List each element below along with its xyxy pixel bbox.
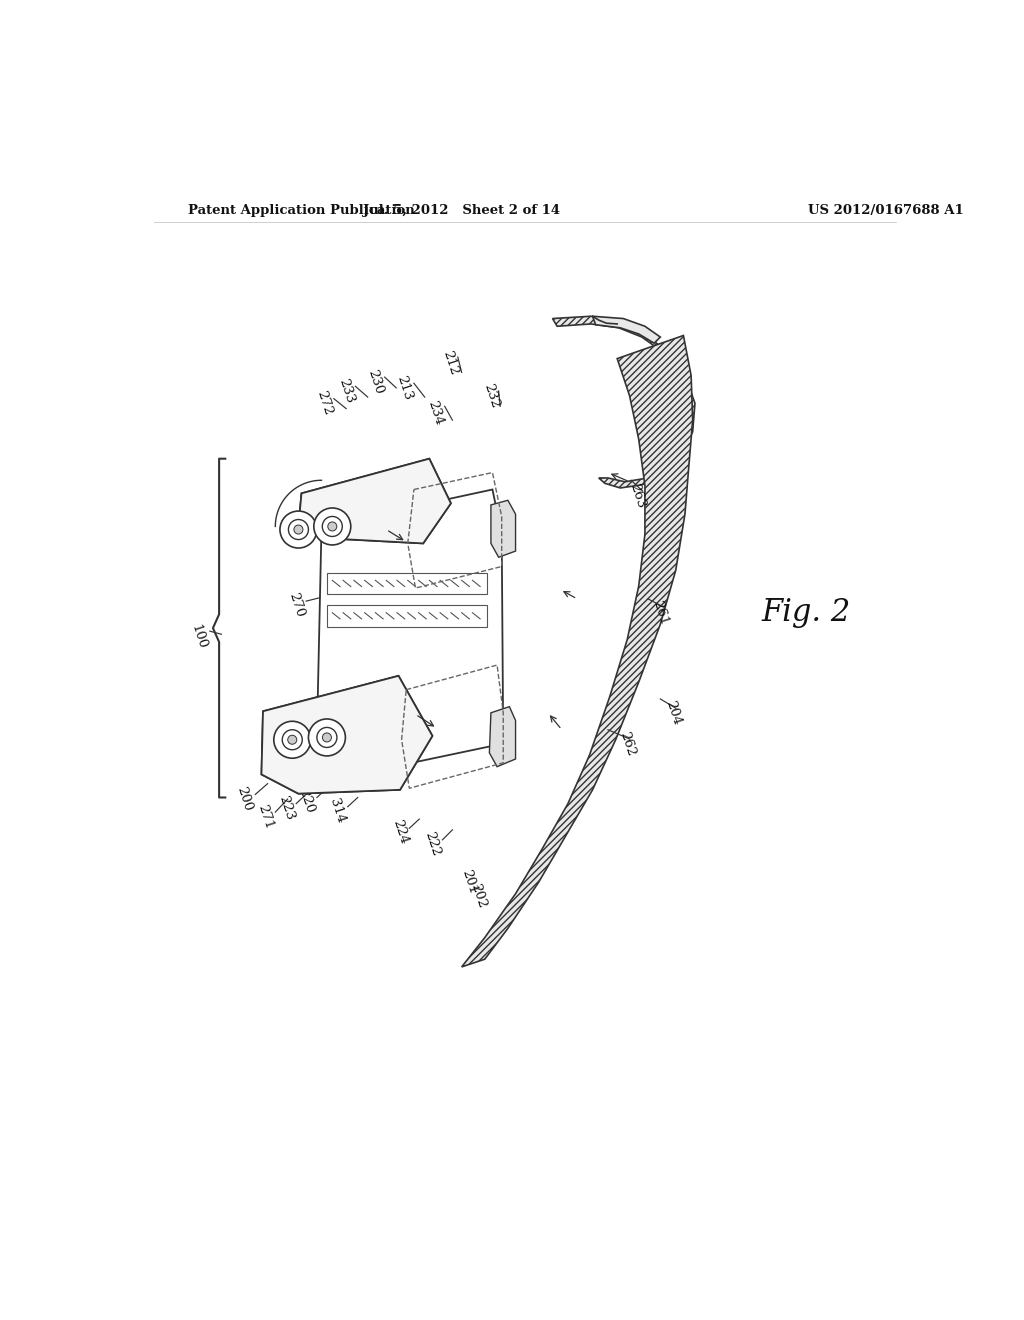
Text: 200: 200: [234, 785, 255, 813]
Text: 202: 202: [469, 882, 488, 909]
Text: 232: 232: [481, 381, 501, 409]
Text: 100: 100: [188, 623, 208, 651]
Text: 210: 210: [350, 520, 370, 548]
Text: 261: 261: [650, 599, 671, 627]
Polygon shape: [489, 706, 515, 767]
Circle shape: [294, 525, 303, 535]
Circle shape: [283, 730, 302, 750]
Polygon shape: [261, 676, 432, 793]
Text: 272: 272: [314, 389, 335, 417]
Polygon shape: [298, 459, 451, 544]
Circle shape: [328, 521, 337, 531]
Text: 223: 223: [276, 795, 296, 822]
Circle shape: [308, 719, 345, 756]
Text: 263: 263: [627, 482, 647, 510]
Text: 213: 213: [394, 374, 414, 401]
Circle shape: [280, 511, 316, 548]
Bar: [327, 605, 487, 627]
Text: Patent Application Publication: Patent Application Publication: [188, 205, 415, 218]
Text: 214: 214: [367, 698, 387, 727]
Text: 314: 314: [327, 796, 347, 825]
Text: Fig. 2: Fig. 2: [762, 597, 851, 628]
Polygon shape: [316, 490, 503, 780]
Text: 212: 212: [440, 348, 460, 376]
Text: 201: 201: [460, 869, 479, 896]
Text: 262: 262: [617, 730, 637, 758]
Circle shape: [323, 733, 332, 742]
Text: 222: 222: [422, 830, 442, 858]
Polygon shape: [553, 317, 695, 488]
Text: 204: 204: [664, 698, 683, 727]
Polygon shape: [298, 459, 451, 544]
Text: 271: 271: [255, 803, 275, 830]
Text: 270: 270: [286, 591, 306, 619]
Text: US 2012/0167688 A1: US 2012/0167688 A1: [808, 205, 964, 218]
Circle shape: [316, 727, 337, 747]
Circle shape: [323, 516, 342, 536]
Text: 220: 220: [296, 788, 316, 816]
Polygon shape: [490, 500, 515, 557]
Polygon shape: [593, 317, 660, 343]
Text: 214: 214: [311, 512, 332, 540]
Bar: [327, 573, 487, 594]
Circle shape: [289, 520, 308, 540]
Text: Jul. 5, 2012   Sheet 2 of 14: Jul. 5, 2012 Sheet 2 of 14: [364, 205, 560, 218]
Text: 230: 230: [366, 368, 385, 396]
Polygon shape: [462, 335, 692, 966]
Circle shape: [313, 508, 351, 545]
Circle shape: [273, 721, 310, 758]
Circle shape: [288, 735, 297, 744]
Text: 234: 234: [425, 399, 445, 426]
Text: 224: 224: [390, 818, 411, 846]
Polygon shape: [261, 676, 432, 793]
Text: 233: 233: [336, 378, 356, 405]
